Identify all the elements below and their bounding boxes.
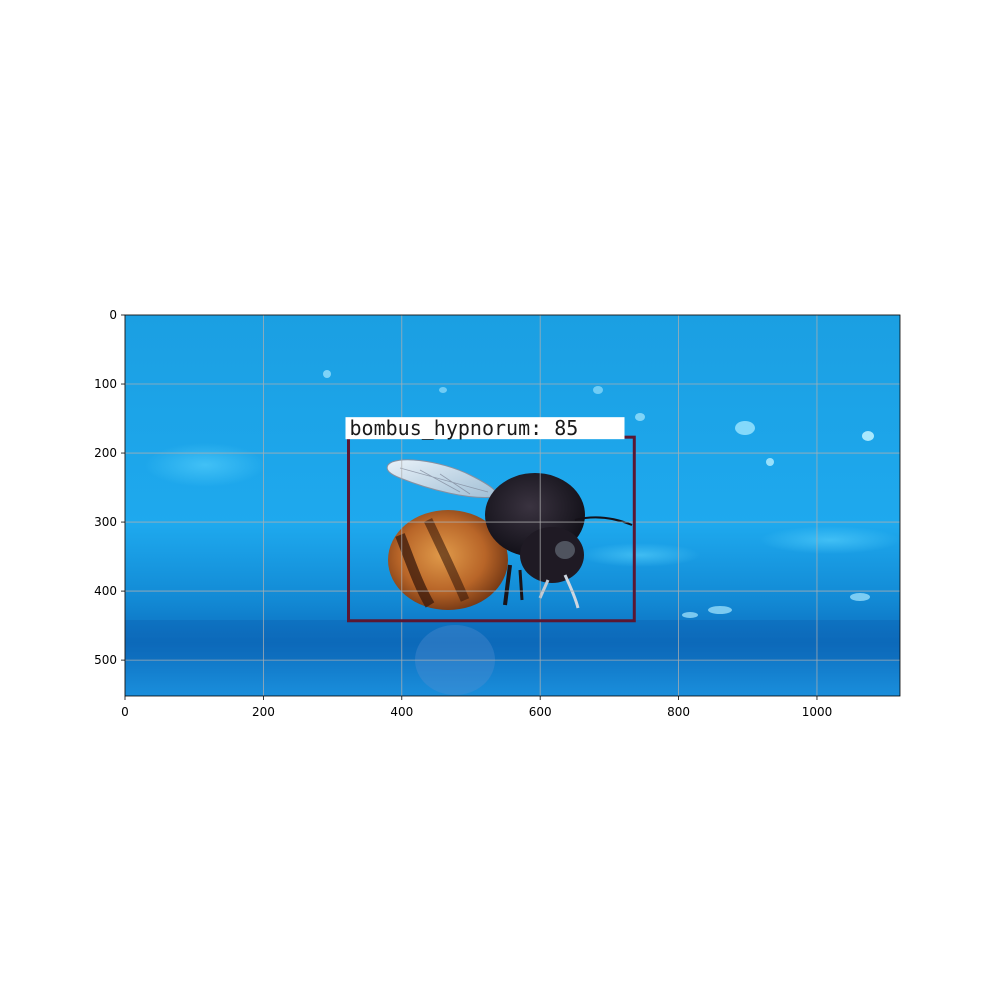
y-tick-label: 300 (94, 515, 117, 529)
y-tick-label: 100 (94, 377, 117, 391)
y-tick-label: 200 (94, 446, 117, 460)
bee-photo (125, 315, 900, 696)
x-tick-label: 800 (667, 705, 690, 719)
bumblebee (386, 459, 633, 610)
x-tick-label: 1000 (802, 705, 833, 719)
x-tick-label: 600 (529, 705, 552, 719)
y-tick-label: 0 (109, 308, 117, 322)
x-tick-label: 200 (252, 705, 275, 719)
y-tick-label: 500 (94, 653, 117, 667)
x-tick-label: 0 (121, 705, 129, 719)
y-axis-ticks: 0 100 200 300 400 500 (94, 308, 125, 667)
x-axis-ticks: 0 200 400 600 800 1000 (121, 696, 832, 719)
detection-label: bombus_hypnorum: 85 (350, 416, 579, 440)
axes-frame (124, 314, 901, 697)
detection-label-background (345, 417, 625, 440)
x-tick-label: 400 (390, 705, 413, 719)
y-tick-label: 400 (94, 584, 117, 598)
